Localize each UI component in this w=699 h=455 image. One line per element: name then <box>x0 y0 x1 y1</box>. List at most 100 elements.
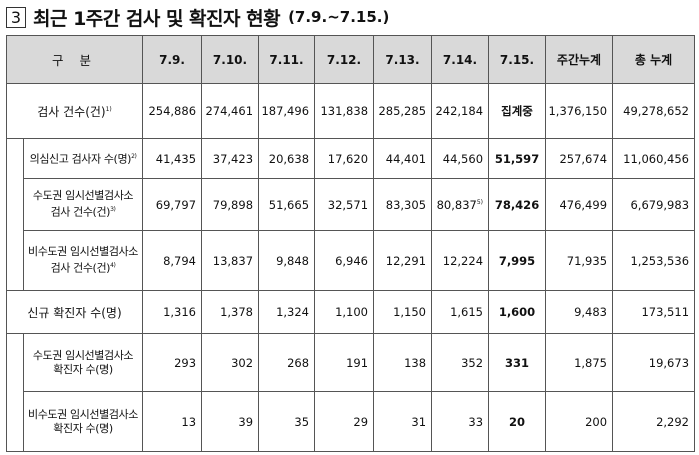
table-cell: 44,560 <box>431 138 490 179</box>
table-cell: 79,898 <box>201 178 260 231</box>
table-cell: 44,401 <box>373 138 433 179</box>
table-cell: 83,305 <box>373 178 433 231</box>
footnote-mark: 1) <box>105 105 112 113</box>
table-cell-latest: 7,995 <box>488 230 547 291</box>
header-date: 7.10. <box>201 35 260 84</box>
table-cell: 13 <box>142 391 203 452</box>
row-label: 수도권 임시선별검사소 검사 건수(건)3) <box>22 178 144 231</box>
row-label: 수도권 임시선별검사소 확진자 수(명) <box>22 333 144 392</box>
table-cell: 29 <box>314 391 375 452</box>
section-number: 3 <box>10 7 22 27</box>
table-cell: 1,378 <box>201 290 260 334</box>
table-cell-total: 173,511 <box>612 290 696 334</box>
title-text: 최근 1주간 검사 및 확진자 현황 <box>33 7 281 30</box>
table-cell: 6,946 <box>314 230 375 291</box>
table-cell-latest: 집계중 <box>488 83 547 139</box>
title-date-range: (7.9.~7.15.) <box>288 8 390 26</box>
table-cell: 1,150 <box>373 290 433 334</box>
section-number-box: 3 <box>6 6 26 28</box>
header-label: 구 분 <box>5 35 144 84</box>
table-cell: 80,8375) <box>431 178 490 231</box>
table-cell: 9,848 <box>258 230 316 291</box>
table-cell-weekly: 71,935 <box>545 230 614 291</box>
table-cell: 12,291 <box>373 230 433 291</box>
table-cell-weekly: 1,875 <box>545 333 614 392</box>
table-cell: 69,797 <box>142 178 203 231</box>
table-cell: 12,224 <box>431 230 490 291</box>
table-cell: 20,638 <box>258 138 316 179</box>
table-cell-total: 19,673 <box>612 333 696 392</box>
table-cell: 8,794 <box>142 230 203 291</box>
table-cell-total: 49,278,652 <box>612 83 696 139</box>
table-row: 수도권 임시선별검사소 확진자 수(명) 293 302 268 191 138 … <box>6 333 696 452</box>
table-row: 비수도권 임시선별검사소 확진자 수(명) 13 39 35 29 31 33 2… <box>7 391 696 452</box>
header-date: 7.11. <box>258 35 316 84</box>
table-row: 검사 건수(건)1) 254,886 274,461 187,496 131,8… <box>5 83 696 139</box>
table-cell: 191 <box>314 333 375 392</box>
table-cell: 1,100 <box>314 290 375 334</box>
table-cell: 32,571 <box>314 178 375 231</box>
table-cell: 131,838 <box>314 83 375 139</box>
table-row: 수도권 임시선별검사소 검사 건수(건)3) 69,797 79,898 51,6… <box>7 178 696 231</box>
table-cell-weekly: 257,674 <box>545 138 614 179</box>
table-cell: 17,620 <box>314 138 375 179</box>
table-row: 비수도권 임시선별검사소 검사 건수(건)4) 8,794 13,837 9,84… <box>7 230 696 291</box>
row-label: 비수도권 임시선별검사소 확진자 수(명) <box>22 391 144 452</box>
table-cell: 187,496 <box>258 83 316 139</box>
table-cell: 13,837 <box>201 230 260 291</box>
table-cell: 39 <box>201 391 260 452</box>
table-cell: 35 <box>258 391 316 452</box>
table-cell-latest: 78,426 <box>488 178 547 231</box>
table-cell: 37,423 <box>201 138 260 179</box>
row-label: 의심신고 검사자 수(명)2) <box>22 138 144 179</box>
table-cell: 242,184 <box>431 83 490 139</box>
row-label: 비수도권 임시선별검사소 검사 건수(건)4) <box>22 230 144 291</box>
table-cell: 41,435 <box>142 138 203 179</box>
table-cell: 352 <box>431 333 490 392</box>
header-total: 총 누계 <box>612 35 696 84</box>
header-date: 7.14. <box>431 35 490 84</box>
table-cell: 51,665 <box>258 178 316 231</box>
table-cell: 138 <box>373 333 433 392</box>
table-cell: 1,615 <box>431 290 490 334</box>
table-header-row: 구 분 7.9. 7.10. 7.11. 7.12. 7.13. 7.14. 7… <box>5 35 696 84</box>
section-title: 3 최근 1주간 검사 및 확진자 현황 (7.9.~7.15.) <box>6 3 389 31</box>
table-cell-weekly: 1,376,150 <box>545 83 614 139</box>
table-cell-latest: 331 <box>488 333 547 392</box>
indent-cell <box>6 138 24 291</box>
table-cell: 268 <box>258 333 316 392</box>
table-cell-total: 6,679,983 <box>612 178 696 231</box>
table-cell-latest: 20 <box>488 391 547 452</box>
footnote-mark: 3) <box>110 206 116 214</box>
header-date: 7.13. <box>373 35 433 84</box>
table-cell: 293 <box>142 333 203 392</box>
header-weekly: 주간누계 <box>545 35 614 84</box>
table-cell: 285,285 <box>373 83 433 139</box>
table-cell-total: 1,253,536 <box>612 230 696 291</box>
header-date: 7.15. <box>488 35 547 84</box>
row-label: 검사 건수(건)1) <box>5 83 144 139</box>
table-cell-total: 2,292 <box>612 391 696 452</box>
table-cell-latest: 51,597 <box>488 138 547 179</box>
table-cell: 302 <box>201 333 260 392</box>
table-cell: 254,886 <box>142 83 203 139</box>
footnote-mark: 4) <box>110 262 116 270</box>
table-cell: 1,316 <box>142 290 203 334</box>
table-row: 신규 확진자 수(명) 1,316 1,378 1,324 1,100 1,15… <box>5 290 696 334</box>
footnote-mark: 2) <box>131 153 137 161</box>
header-date: 7.12. <box>314 35 375 84</box>
stats-table: 구 분 7.9. 7.10. 7.11. 7.12. 7.13. 7.14. 7… <box>5 35 696 452</box>
table-row: 의심신고 검사자 수(명)2) 41,435 37,423 20,638 17,… <box>6 138 696 291</box>
table-cell: 1,324 <box>258 290 316 334</box>
table-cell: 33 <box>431 391 490 452</box>
table-cell-latest: 1,600 <box>488 290 547 334</box>
table-cell-weekly: 200 <box>545 391 614 452</box>
table-cell-weekly: 9,483 <box>545 290 614 334</box>
table-cell-weekly: 476,499 <box>545 178 614 231</box>
table-cell: 274,461 <box>201 83 260 139</box>
footnote-mark: 5) <box>476 198 484 206</box>
indent-cell <box>6 333 24 452</box>
table-cell-total: 11,060,456 <box>612 138 696 179</box>
row-label: 신규 확진자 수(명) <box>5 290 144 334</box>
header-date: 7.9. <box>142 35 203 84</box>
